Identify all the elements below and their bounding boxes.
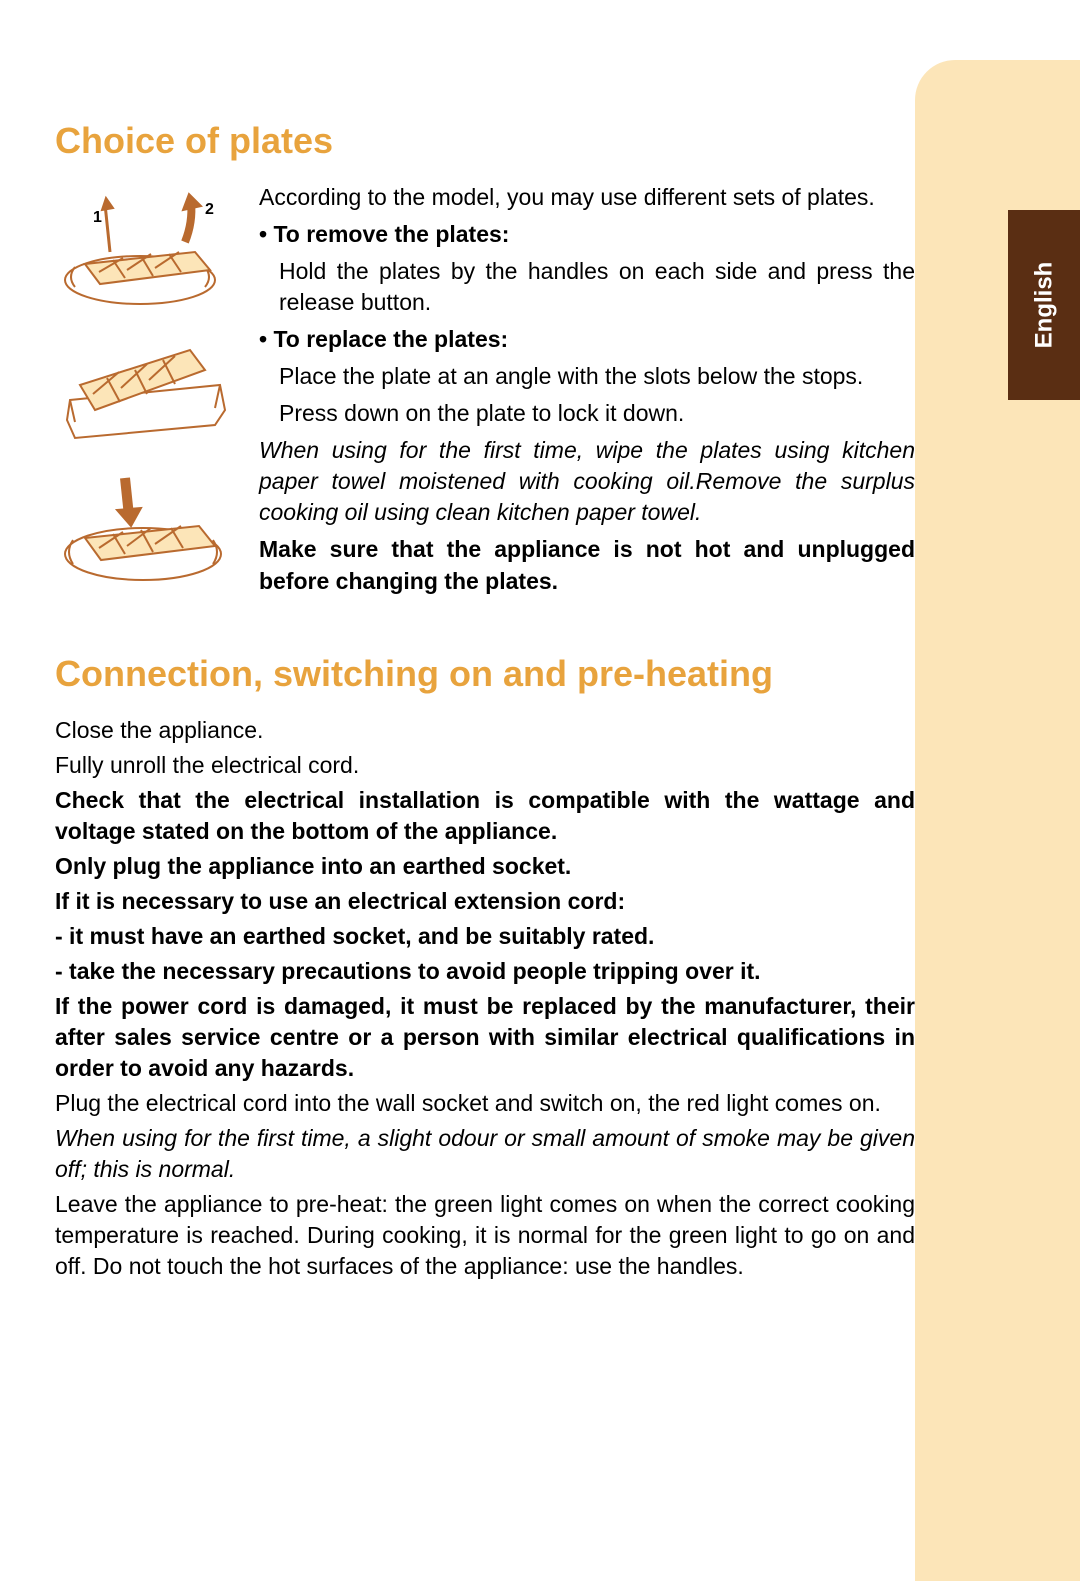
illustration-lock-plate-icon [55,468,235,588]
first-use-note: When using for the first time, wipe the … [259,435,915,528]
replace-plates-body1: Place the plate at an angle with the slo… [259,361,915,392]
illustrations-column: 1 2 [55,182,235,603]
remove-plates-head: • To remove the plates: [259,219,915,250]
illustration-remove-plate-icon: 1 2 [55,192,235,312]
section1-body: 1 2 [55,182,915,603]
s2-p9: Plug the electrical cord into the wall s… [55,1088,915,1119]
section2-heading: Connection, switching on and pre-heating [55,653,915,695]
replace-plates-head: • To replace the plates: [259,324,915,355]
remove-plates-body: Hold the plates by the handles on each s… [259,256,915,318]
section1-intro: According to the model, you may use diff… [259,182,915,213]
s2-p7: - take the necessary precautions to avoi… [55,956,915,987]
s2-p11: Leave the appliance to pre-heat: the gre… [55,1189,915,1282]
language-tab: English [1008,210,1080,400]
section2: Connection, switching on and pre-heating… [55,653,915,1283]
page-content: Choice of plates [55,120,915,1286]
s2-p3: Check that the electrical installation i… [55,785,915,847]
s2-p4: Only plug the appliance into an earthed … [55,851,915,882]
s2-p5: If it is necessary to use an electrical … [55,886,915,917]
plate-warning: Make sure that the appliance is not hot … [259,534,915,596]
svg-text:1: 1 [93,209,102,226]
s2-p6: - it must have an earthed socket, and be… [55,921,915,952]
illustration-replace-angle-icon [55,330,235,450]
section1-heading: Choice of plates [55,120,915,162]
replace-plates-body2: Press down on the plate to lock it down. [259,398,915,429]
s2-p10: When using for the first time, a slight … [55,1123,915,1185]
section2-body: Close the appliance. Fully unroll the el… [55,715,915,1283]
s2-p8: If the power cord is damaged, it must be… [55,991,915,1084]
svg-text:2: 2 [205,201,214,218]
s2-p2: Fully unroll the electrical cord. [55,750,915,781]
s2-p1: Close the appliance. [55,715,915,746]
language-tab-label: English [1030,262,1058,349]
section1-text: According to the model, you may use diff… [259,182,915,603]
